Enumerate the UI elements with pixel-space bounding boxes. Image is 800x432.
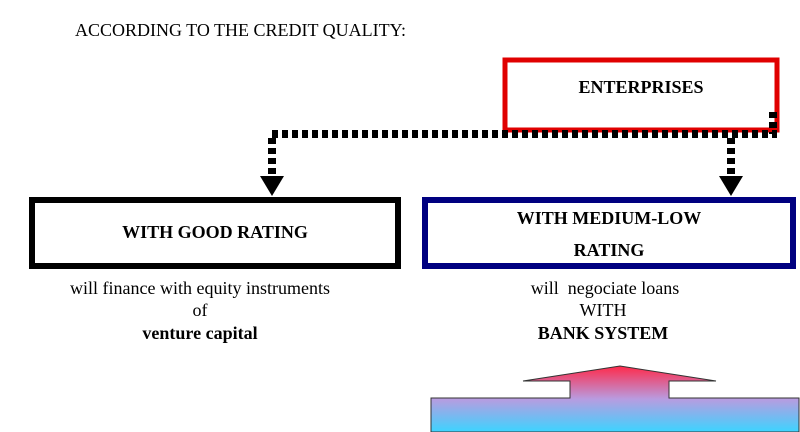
- description: of: [193, 300, 208, 320]
- description: BANK SYSTEM: [538, 323, 669, 343]
- description: venture capital: [142, 323, 257, 343]
- description: will negociate loans: [531, 278, 679, 298]
- connector: [268, 112, 777, 178]
- medium-low-rating-label: RATING: [574, 240, 645, 260]
- description: will finance with equity instruments: [70, 278, 330, 298]
- medium-low-rating-label: WITH MEDIUM-LOW: [517, 208, 702, 228]
- arrow-head: [260, 176, 284, 196]
- good-rating-box: [29, 197, 401, 269]
- bank-arrow: [430, 365, 800, 432]
- description: WITH: [580, 300, 627, 320]
- good-rating-label: WITH GOOD RATING: [122, 222, 308, 242]
- enterprises-box: [502, 57, 780, 133]
- enterprises-label: ENTERPRISES: [578, 77, 703, 97]
- title: ACCORDING TO THE CREDIT QUALITY:: [75, 20, 406, 40]
- medium-low-rating-box: [422, 197, 796, 269]
- arrow-head: [719, 176, 743, 196]
